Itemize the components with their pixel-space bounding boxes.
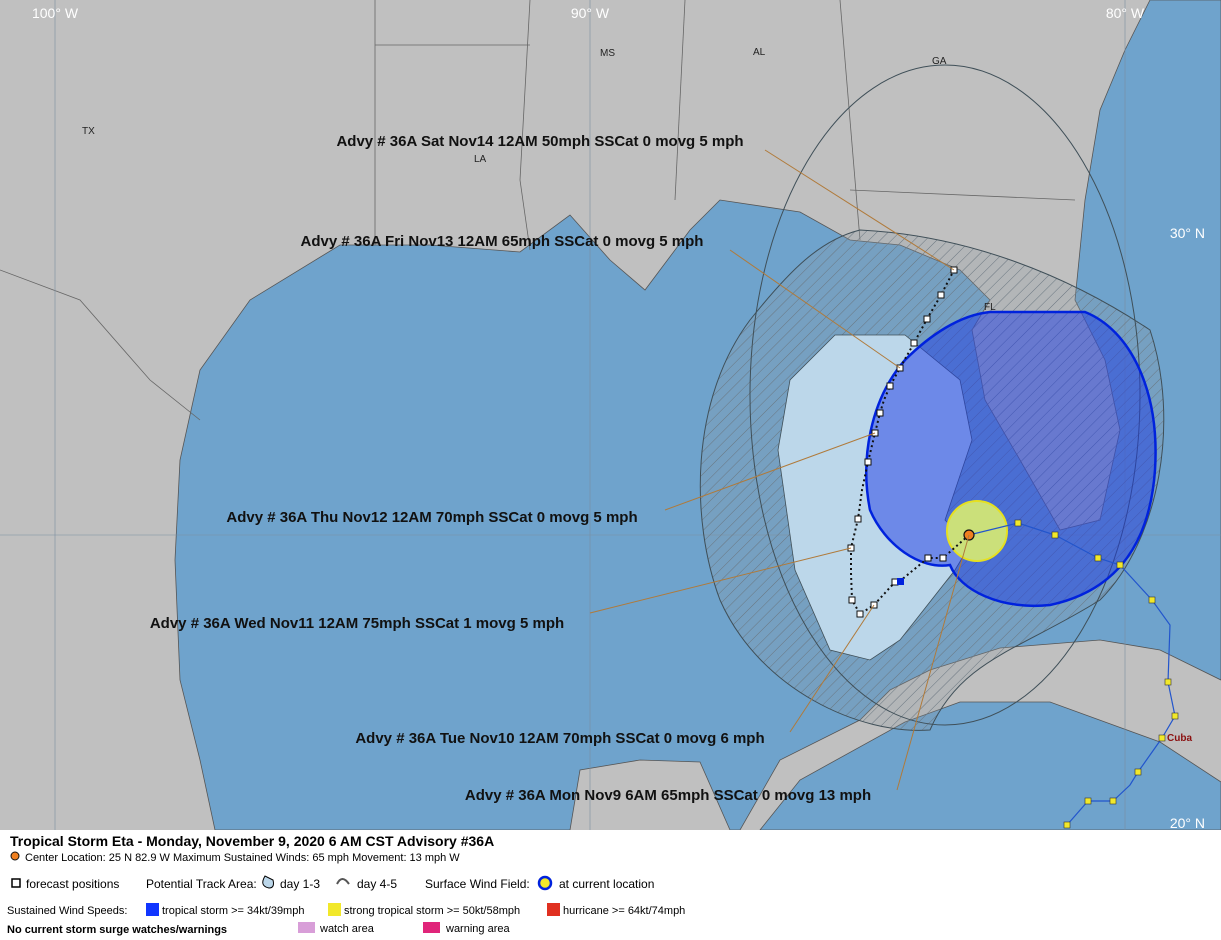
legend-text: warning area [445, 923, 510, 935]
legend-text: watch area [319, 923, 375, 935]
longitude-label: 90° W [571, 5, 610, 21]
advisory-label: Advy # 36A Thu Nov12 12AM 70mph SSCat 0 … [226, 509, 637, 526]
legend-wind-icon [537, 875, 553, 891]
forecast-track [850, 269, 970, 616]
borders [0, 0, 1076, 421]
advisory-label: Advy # 36A Tue Nov10 12AM 70mph SSCat 0 … [355, 730, 764, 747]
legend-text: No current storm surge watches/warnings [7, 924, 227, 936]
latitude-label: 30° N [1170, 225, 1205, 241]
leader-lines [589, 149, 970, 791]
legend-panel [0, 830, 1221, 940]
legend-center-icon [10, 851, 20, 861]
legend-title: Tropical Storm Eta - Monday, November 9,… [10, 833, 494, 849]
place-label: TX [82, 126, 95, 137]
legend-text: forecast positions [26, 877, 119, 891]
longitude-label: 100° W [32, 5, 79, 21]
legend-center: Center Location: 25 N 82.9 W Maximum Sus… [25, 852, 460, 864]
legend-text: at current location [559, 877, 654, 891]
strong-tropical-storm-field [946, 500, 1008, 562]
longitude-label: 80° W [1106, 5, 1145, 21]
place-label: LA [474, 154, 487, 165]
legend-hu-swatch [547, 903, 560, 916]
legend-sts-swatch [328, 903, 341, 916]
legend-text: day 1-3 [280, 877, 320, 891]
legend-day45-icon [336, 878, 350, 885]
legend-forecast-icon [11, 878, 21, 888]
legend-text: strong tropical storm >= 50kt/58mph [344, 905, 520, 917]
legend-day13-icon [262, 875, 274, 889]
legend-text: hurricane >= 64kt/74mph [563, 905, 685, 917]
place-label: MS [600, 48, 615, 59]
advisory-label: Advy # 36A Wed Nov11 12AM 75mph SSCat 1 … [150, 615, 564, 632]
place-label: Cuba [1167, 733, 1192, 744]
latitude-label: 20° N [1170, 815, 1205, 831]
legend-text: day 4-5 [357, 877, 397, 891]
legend-ts-swatch [146, 903, 159, 916]
caribbean [759, 701, 1221, 831]
legend-text: tropical storm >= 34kt/39mph [162, 905, 304, 917]
legend-watch-swatch [298, 922, 315, 933]
place-label: AL [753, 47, 766, 58]
place-label: GA [932, 56, 947, 67]
advisory-label: Advy # 36A Sat Nov14 12AM 50mph SSCat 0 … [336, 133, 743, 150]
legend-text: Potential Track Area: [146, 877, 257, 891]
advisory-label: Advy # 36A Fri Nov13 12AM 65mph SSCat 0 … [301, 233, 704, 250]
past-positions [1014, 519, 1179, 829]
legend-warning-swatch [423, 922, 440, 933]
advisory-label: Advy # 36A Mon Nov9 6AM 65mph SSCat 0 mo… [465, 787, 871, 804]
place-label: FL [984, 302, 996, 313]
past-position [897, 578, 904, 585]
legend-text: Sustained Wind Speeds: [7, 905, 127, 917]
legend-text: Surface Wind Field: [425, 877, 530, 891]
